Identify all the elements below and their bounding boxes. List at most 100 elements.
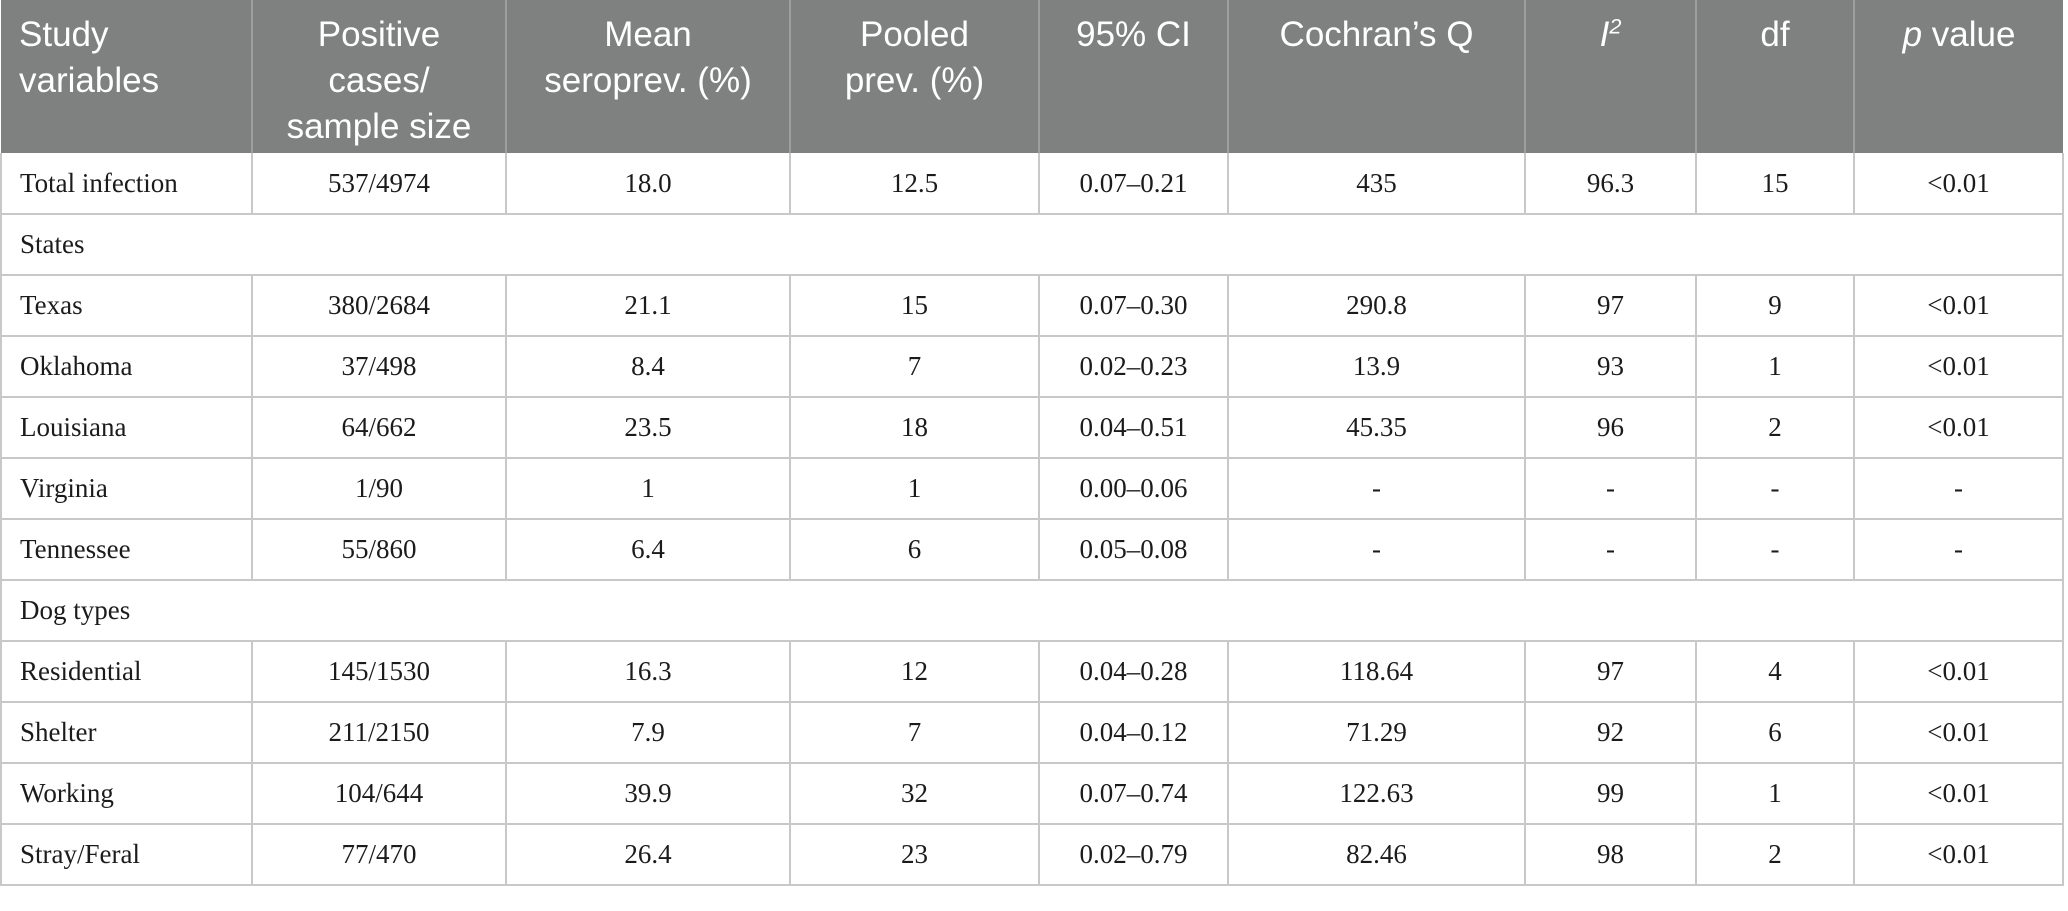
cell-study-variables: Louisiana [0,396,253,459]
table-row: Working 104/644 39.9 32 0.07–0.74 122.63 99 1 <0… [0,762,2064,825]
cell-df: - [1695,457,1855,520]
cell-pooled-prev: 7 [789,335,1040,398]
cell-df: - [1695,518,1855,581]
cell-study-variables: Total infection [0,153,253,215]
cell-p-value: - [1853,457,2064,520]
cell-df: 1 [1695,762,1855,825]
cell-study-variables: Stray/Feral [0,823,253,886]
section-label: Dog types [0,579,2064,642]
column-header-p-value: p value [1853,0,2063,153]
cell-positive-cases-sample-size: 104/644 [251,762,507,825]
cell-cochrans-q: 435 [1227,153,1526,215]
cell-cochrans-q: - [1227,457,1526,520]
column-header-ci-95: 95% CI [1038,0,1228,153]
cell-cochrans-q: 82.46 [1227,823,1526,886]
cell-study-variables: Tennessee [0,518,253,581]
cell-df: 6 [1695,701,1855,764]
table-row: Total infection 537/4974 18.0 12.5 0.07–0.21… [0,153,2064,215]
cell-ci-95: 0.07–0.74 [1038,762,1229,825]
column-header-df: df [1695,0,1854,153]
cell-ci-95: 0.07–0.21 [1038,153,1229,215]
column-header-study-variables: Study variables [1,0,252,153]
cell-mean-seroprev: 21.1 [505,274,791,337]
cell-ci-95: 0.02–0.79 [1038,823,1229,886]
cell-ci-95: 0.04–0.28 [1038,640,1229,703]
section-row: States [0,213,2064,276]
cell-cochrans-q: 71.29 [1227,701,1526,764]
table-row: Residential 145/1530 16.3 12 0.04–0.28 118.64… [0,640,2064,703]
cell-i-squared: 96 [1524,396,1697,459]
cell-ci-95: 0.04–0.12 [1038,701,1229,764]
cell-i-squared: 99 [1524,762,1697,825]
cell-p-value: <0.01 [1853,153,2064,215]
cell-p-value: <0.01 [1853,274,2064,337]
cell-mean-seroprev: 39.9 [505,762,791,825]
table-row: Tennessee 55/860 6.4 6 0.05–0.08- - - - [0,518,2064,581]
cell-i-squared: - [1524,518,1697,581]
cell-ci-95: 0.00–0.06 [1038,457,1229,520]
table-header-row: Study variables Positive cases/sample size M… [1,0,2063,153]
cell-mean-seroprev: 26.4 [505,823,791,886]
cell-mean-seroprev: 1 [505,457,791,520]
cell-study-variables: Oklahoma [0,335,253,398]
cell-cochrans-q: 13.9 [1227,335,1526,398]
cell-mean-seroprev: 6.4 [505,518,791,581]
cell-p-value: <0.01 [1853,335,2064,398]
cell-positive-cases-sample-size: 64/662 [251,396,507,459]
cell-p-value: <0.01 [1853,762,2064,825]
cell-pooled-prev: 12 [789,640,1040,703]
cell-df: 2 [1695,396,1855,459]
cell-mean-seroprev: 18.0 [505,153,791,215]
cell-study-variables: Working [0,762,253,825]
table-header: Study variables Positive cases/sample size M… [1,0,2063,153]
cell-pooled-prev: 6 [789,518,1040,581]
section-row: Dog types [0,579,2064,642]
table-body: Total infection 537/4974 18.0 12.5 0.07–0.21… [0,153,2064,886]
cell-p-value: <0.01 [1853,396,2064,459]
meta-analysis-table: Study variables Positive cases/sample size M… [0,0,2064,886]
cell-positive-cases-sample-size: 55/860 [251,518,507,581]
cell-mean-seroprev: 23.5 [505,396,791,459]
cell-study-variables: Residential [0,640,253,703]
column-header-positive-cases-sample-size: Positive cases/sample size [251,0,506,153]
cell-p-value: <0.01 [1853,640,2064,703]
cell-p-value: <0.01 [1853,701,2064,764]
cell-pooled-prev: 1 [789,457,1040,520]
cell-df: 2 [1695,823,1855,886]
cell-positive-cases-sample-size: 211/2150 [251,701,507,764]
cell-df: 1 [1695,335,1855,398]
cell-p-value: <0.01 [1853,823,2064,886]
cell-mean-seroprev: 7.9 [505,701,791,764]
cell-p-value: - [1853,518,2064,581]
cell-i-squared: 92 [1524,701,1697,764]
cell-mean-seroprev: 8.4 [505,335,791,398]
cell-pooled-prev: 18 [789,396,1040,459]
cell-mean-seroprev: 16.3 [505,640,791,703]
cell-i-squared: 96.3 [1524,153,1697,215]
table-row: Texas 380/2684 21.1 15 0.07–0.30 290.8 97 9 <0.0… [0,274,2064,337]
column-header-pooled-prev: Pooled prev. (%) [789,0,1039,153]
column-header-i-squared: I2 [1524,0,1696,153]
cell-cochrans-q: 290.8 [1227,274,1526,337]
section-label: States [0,213,2064,276]
cell-cochrans-q: 118.64 [1227,640,1526,703]
cell-pooled-prev: 7 [789,701,1040,764]
cell-positive-cases-sample-size: 1/90 [251,457,507,520]
table-row: Oklahoma 37/498 8.4 7 0.02–0.23 13.9 93 1 <0.01 [0,335,2064,398]
cell-df: 9 [1695,274,1855,337]
cell-ci-95: 0.04–0.51 [1038,396,1229,459]
cell-positive-cases-sample-size: 145/1530 [251,640,507,703]
table-row: Stray/Feral 77/470 26.4 23 0.02–0.79 82.46 98 2… [0,823,2064,886]
cell-pooled-prev: 23 [789,823,1040,886]
cell-df: 4 [1695,640,1855,703]
cell-ci-95: 0.02–0.23 [1038,335,1229,398]
table-row: Shelter 211/2150 7.9 7 0.04–0.12 71.29 92 6 <0.0… [0,701,2064,764]
cell-positive-cases-sample-size: 380/2684 [251,274,507,337]
cell-study-variables: Texas [0,274,253,337]
cell-pooled-prev: 12.5 [789,153,1040,215]
cell-cochrans-q: 122.63 [1227,762,1526,825]
cell-cochrans-q: 45.35 [1227,396,1526,459]
cell-i-squared: - [1524,457,1697,520]
cell-i-squared: 98 [1524,823,1697,886]
column-header-cochrans-q: Cochran’s Q [1227,0,1525,153]
